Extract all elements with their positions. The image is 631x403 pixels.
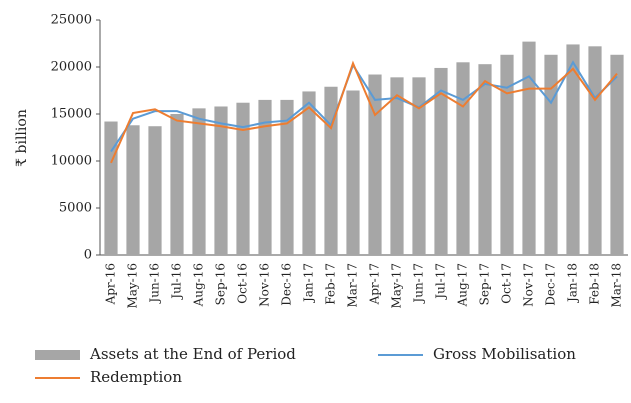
legend-label: Redemption (90, 368, 182, 386)
y-tick-label: 10000 (51, 154, 92, 169)
y-tick-label: 25000 (51, 13, 92, 28)
bar (478, 64, 492, 256)
bar (500, 54, 514, 255)
x-tick-label: Jan-17 (302, 263, 316, 304)
y-axis-label: ₹ billion (14, 109, 30, 167)
bar (302, 91, 316, 255)
x-tick-label: Aug-16 (192, 263, 206, 307)
bar (258, 99, 272, 256)
bar (104, 121, 118, 256)
line (110, 60, 618, 153)
line (110, 60, 618, 164)
bar (566, 44, 580, 255)
x-tick-label: Jul-16 (170, 263, 184, 301)
x-tick-label: Nov-16 (258, 263, 272, 307)
x-tick-label: Apr-16 (104, 263, 118, 305)
x-tick-label: May-17 (390, 263, 404, 309)
x-tick-label: Oct-17 (500, 263, 514, 304)
bar (456, 62, 470, 255)
bar (588, 46, 602, 255)
bar (544, 54, 558, 255)
bar (346, 90, 360, 255)
y-tick-label: 15000 (51, 107, 92, 122)
x-tick-label: Oct-16 (236, 263, 250, 304)
legend-label: Assets at the End of Period (89, 345, 296, 363)
bar (412, 77, 426, 255)
x-tick-label: Apr-17 (368, 263, 382, 305)
x-tick-label: Nov-17 (522, 263, 536, 307)
x-tick-label: Dec-17 (544, 263, 558, 306)
bar (192, 108, 206, 255)
x-tick-label: Aug-17 (456, 263, 470, 307)
bar (324, 86, 338, 256)
bar (368, 74, 382, 256)
bar (390, 77, 404, 255)
x-tick-label: May-16 (126, 263, 140, 309)
x-tick-label: Feb-17 (324, 263, 338, 305)
y-tick-label: 5000 (59, 201, 92, 216)
bar (610, 54, 624, 255)
x-tick-label: Jul-17 (434, 263, 448, 301)
x-tick-label: Dec-16 (280, 263, 294, 306)
bar (236, 102, 250, 255)
x-tick-label: Mar-17 (346, 263, 360, 308)
x-tick-label: Jan-18 (566, 263, 580, 304)
bar (214, 106, 228, 255)
bar (522, 41, 536, 256)
bar (280, 99, 294, 256)
bar (170, 114, 184, 255)
bar (148, 126, 162, 255)
x-tick-label: Sep-17 (478, 263, 492, 305)
x-tick-label: Jun-16 (148, 263, 162, 305)
y-tick-label: 20000 (51, 60, 92, 75)
x-tick-label: Feb-18 (588, 263, 602, 305)
legend-label: Gross Mobilisation (433, 345, 576, 363)
y-tick-label: 0 (84, 248, 92, 263)
x-tick-label: Sep-16 (214, 263, 228, 305)
x-tick-label: Mar-18 (610, 263, 624, 308)
bar (126, 125, 140, 255)
legend-swatch (35, 350, 80, 360)
bar (434, 67, 448, 255)
x-tick-label: Jun-17 (412, 263, 426, 305)
